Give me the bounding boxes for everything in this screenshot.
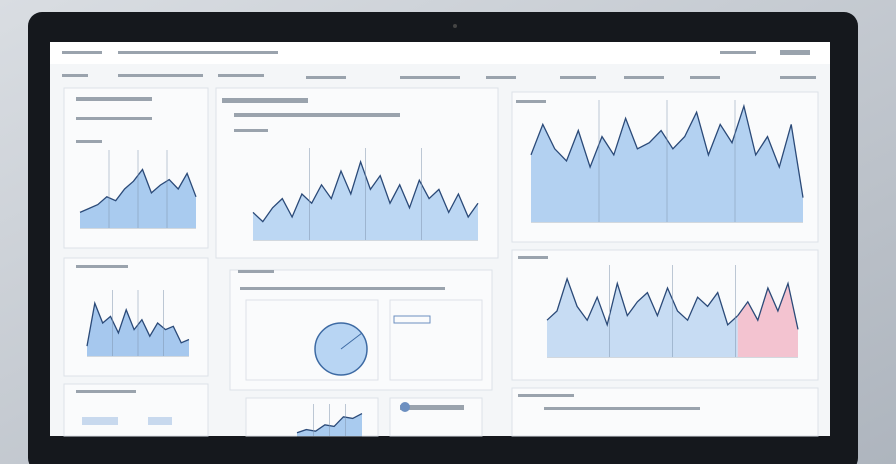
top-bar (50, 42, 830, 79)
area (737, 283, 798, 357)
line (737, 281, 799, 330)
camera (453, 24, 457, 28)
pie (314, 322, 368, 376)
area (547, 278, 738, 357)
line (546, 276, 739, 328)
